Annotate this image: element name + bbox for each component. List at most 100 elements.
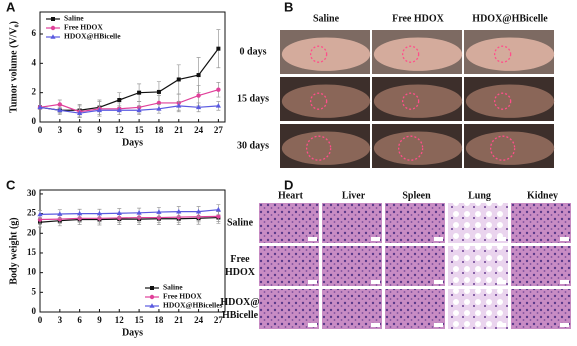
marker <box>96 210 103 216</box>
x-axis-label: Days <box>122 137 143 148</box>
y-axis-label: Body weight (g) <box>8 217 19 284</box>
column-header: Liver <box>342 190 366 201</box>
marker <box>37 104 43 110</box>
y-tick-label: 4 <box>32 57 37 67</box>
tumor-circle <box>493 92 512 110</box>
tumor-circle <box>401 45 420 63</box>
series-line <box>39 48 219 111</box>
scale-bar <box>308 280 317 284</box>
histology-image <box>322 203 382 243</box>
x-tick-label: 24 <box>194 125 204 135</box>
scale-bar <box>560 323 569 327</box>
scale-bar <box>371 280 380 284</box>
y-tick-label: 6 <box>32 28 37 38</box>
marker <box>150 286 154 290</box>
row-label: HDOX@ <box>220 297 259 308</box>
histology-image <box>448 203 508 243</box>
scale-bar <box>497 280 506 284</box>
series-line <box>39 105 219 114</box>
x-tick-label: 6 <box>77 315 82 325</box>
marker <box>57 107 63 113</box>
marker <box>77 216 82 221</box>
marker <box>51 17 55 21</box>
legend-label: HDOX@HBicelles <box>163 301 223 310</box>
marker <box>50 34 56 39</box>
marker <box>77 110 83 115</box>
marker <box>57 211 63 216</box>
series-line <box>39 215 219 221</box>
x-tick-label: 15 <box>135 125 145 135</box>
legend-label: Free HDOX <box>163 292 202 301</box>
x-tick-label: 12 <box>115 125 125 135</box>
panel-label: D <box>284 177 293 192</box>
marker <box>96 107 103 113</box>
histology-image <box>511 246 571 286</box>
histology-image <box>322 289 382 329</box>
tumor-circle <box>401 92 420 110</box>
marker <box>50 25 56 31</box>
series-line <box>39 89 219 113</box>
scale-bar <box>434 280 443 284</box>
x-tick-label: 15 <box>135 315 145 325</box>
plot-frame <box>39 189 226 313</box>
marker <box>137 90 142 95</box>
column-header: Spleen <box>402 190 431 201</box>
legend-label: Saline <box>163 283 183 292</box>
tumor-circle <box>309 45 328 63</box>
x-tick-label: 27 <box>214 315 224 325</box>
marker <box>216 87 221 92</box>
marker <box>176 103 182 108</box>
marker <box>216 46 221 51</box>
histology-image <box>448 289 508 329</box>
marker <box>57 102 63 107</box>
histology-image <box>385 289 445 329</box>
column-header: HDOX@HBicelle <box>472 13 548 24</box>
marker <box>149 294 155 300</box>
x-tick-label: 18 <box>154 125 164 135</box>
scale-bar <box>308 237 317 241</box>
column-header: Free HDOX <box>392 13 445 24</box>
marker <box>149 303 155 308</box>
legend-label: Saline <box>64 14 84 23</box>
tumor-circle <box>397 135 424 161</box>
marker <box>216 214 221 219</box>
x-tick-label: 6 <box>77 125 82 135</box>
histology-image <box>259 203 319 243</box>
marker <box>176 208 182 214</box>
y-tick-label: 30 <box>27 188 37 198</box>
x-tick-label: 21 <box>174 315 184 325</box>
scale-bar <box>308 323 317 327</box>
legend-label: Free HDOX <box>64 23 103 32</box>
plot-frame <box>39 11 226 123</box>
row-label: Free <box>230 254 250 265</box>
histology-image <box>385 246 445 286</box>
x-tick-label: 3 <box>58 125 63 135</box>
y-tick-label: 0 <box>32 116 37 126</box>
marker <box>117 98 122 102</box>
x-tick-label: 24 <box>194 315 204 325</box>
y-tick-label: 15 <box>27 247 37 257</box>
marker <box>116 107 122 113</box>
row-label: 0 days <box>240 46 267 57</box>
column-header: Lung <box>468 190 491 201</box>
marker <box>195 208 202 214</box>
scale-bar <box>434 323 443 327</box>
legend-label: HDOX@HBicelle <box>64 32 121 41</box>
scale-bar <box>560 280 569 284</box>
marker <box>136 107 142 113</box>
marker <box>156 106 162 111</box>
marker <box>176 214 181 220</box>
panel-label: C <box>6 177 16 192</box>
photo-body <box>281 131 371 165</box>
x-tick-label: 12 <box>115 315 125 325</box>
tumor-circle <box>305 135 332 161</box>
x-tick-label: 9 <box>97 125 102 135</box>
marker <box>215 206 221 212</box>
marker <box>37 211 43 217</box>
x-tick-label: 21 <box>174 125 184 135</box>
histology-image <box>322 246 382 286</box>
marker <box>116 210 122 216</box>
column-header: Kidney <box>527 190 558 201</box>
marker <box>136 210 142 215</box>
